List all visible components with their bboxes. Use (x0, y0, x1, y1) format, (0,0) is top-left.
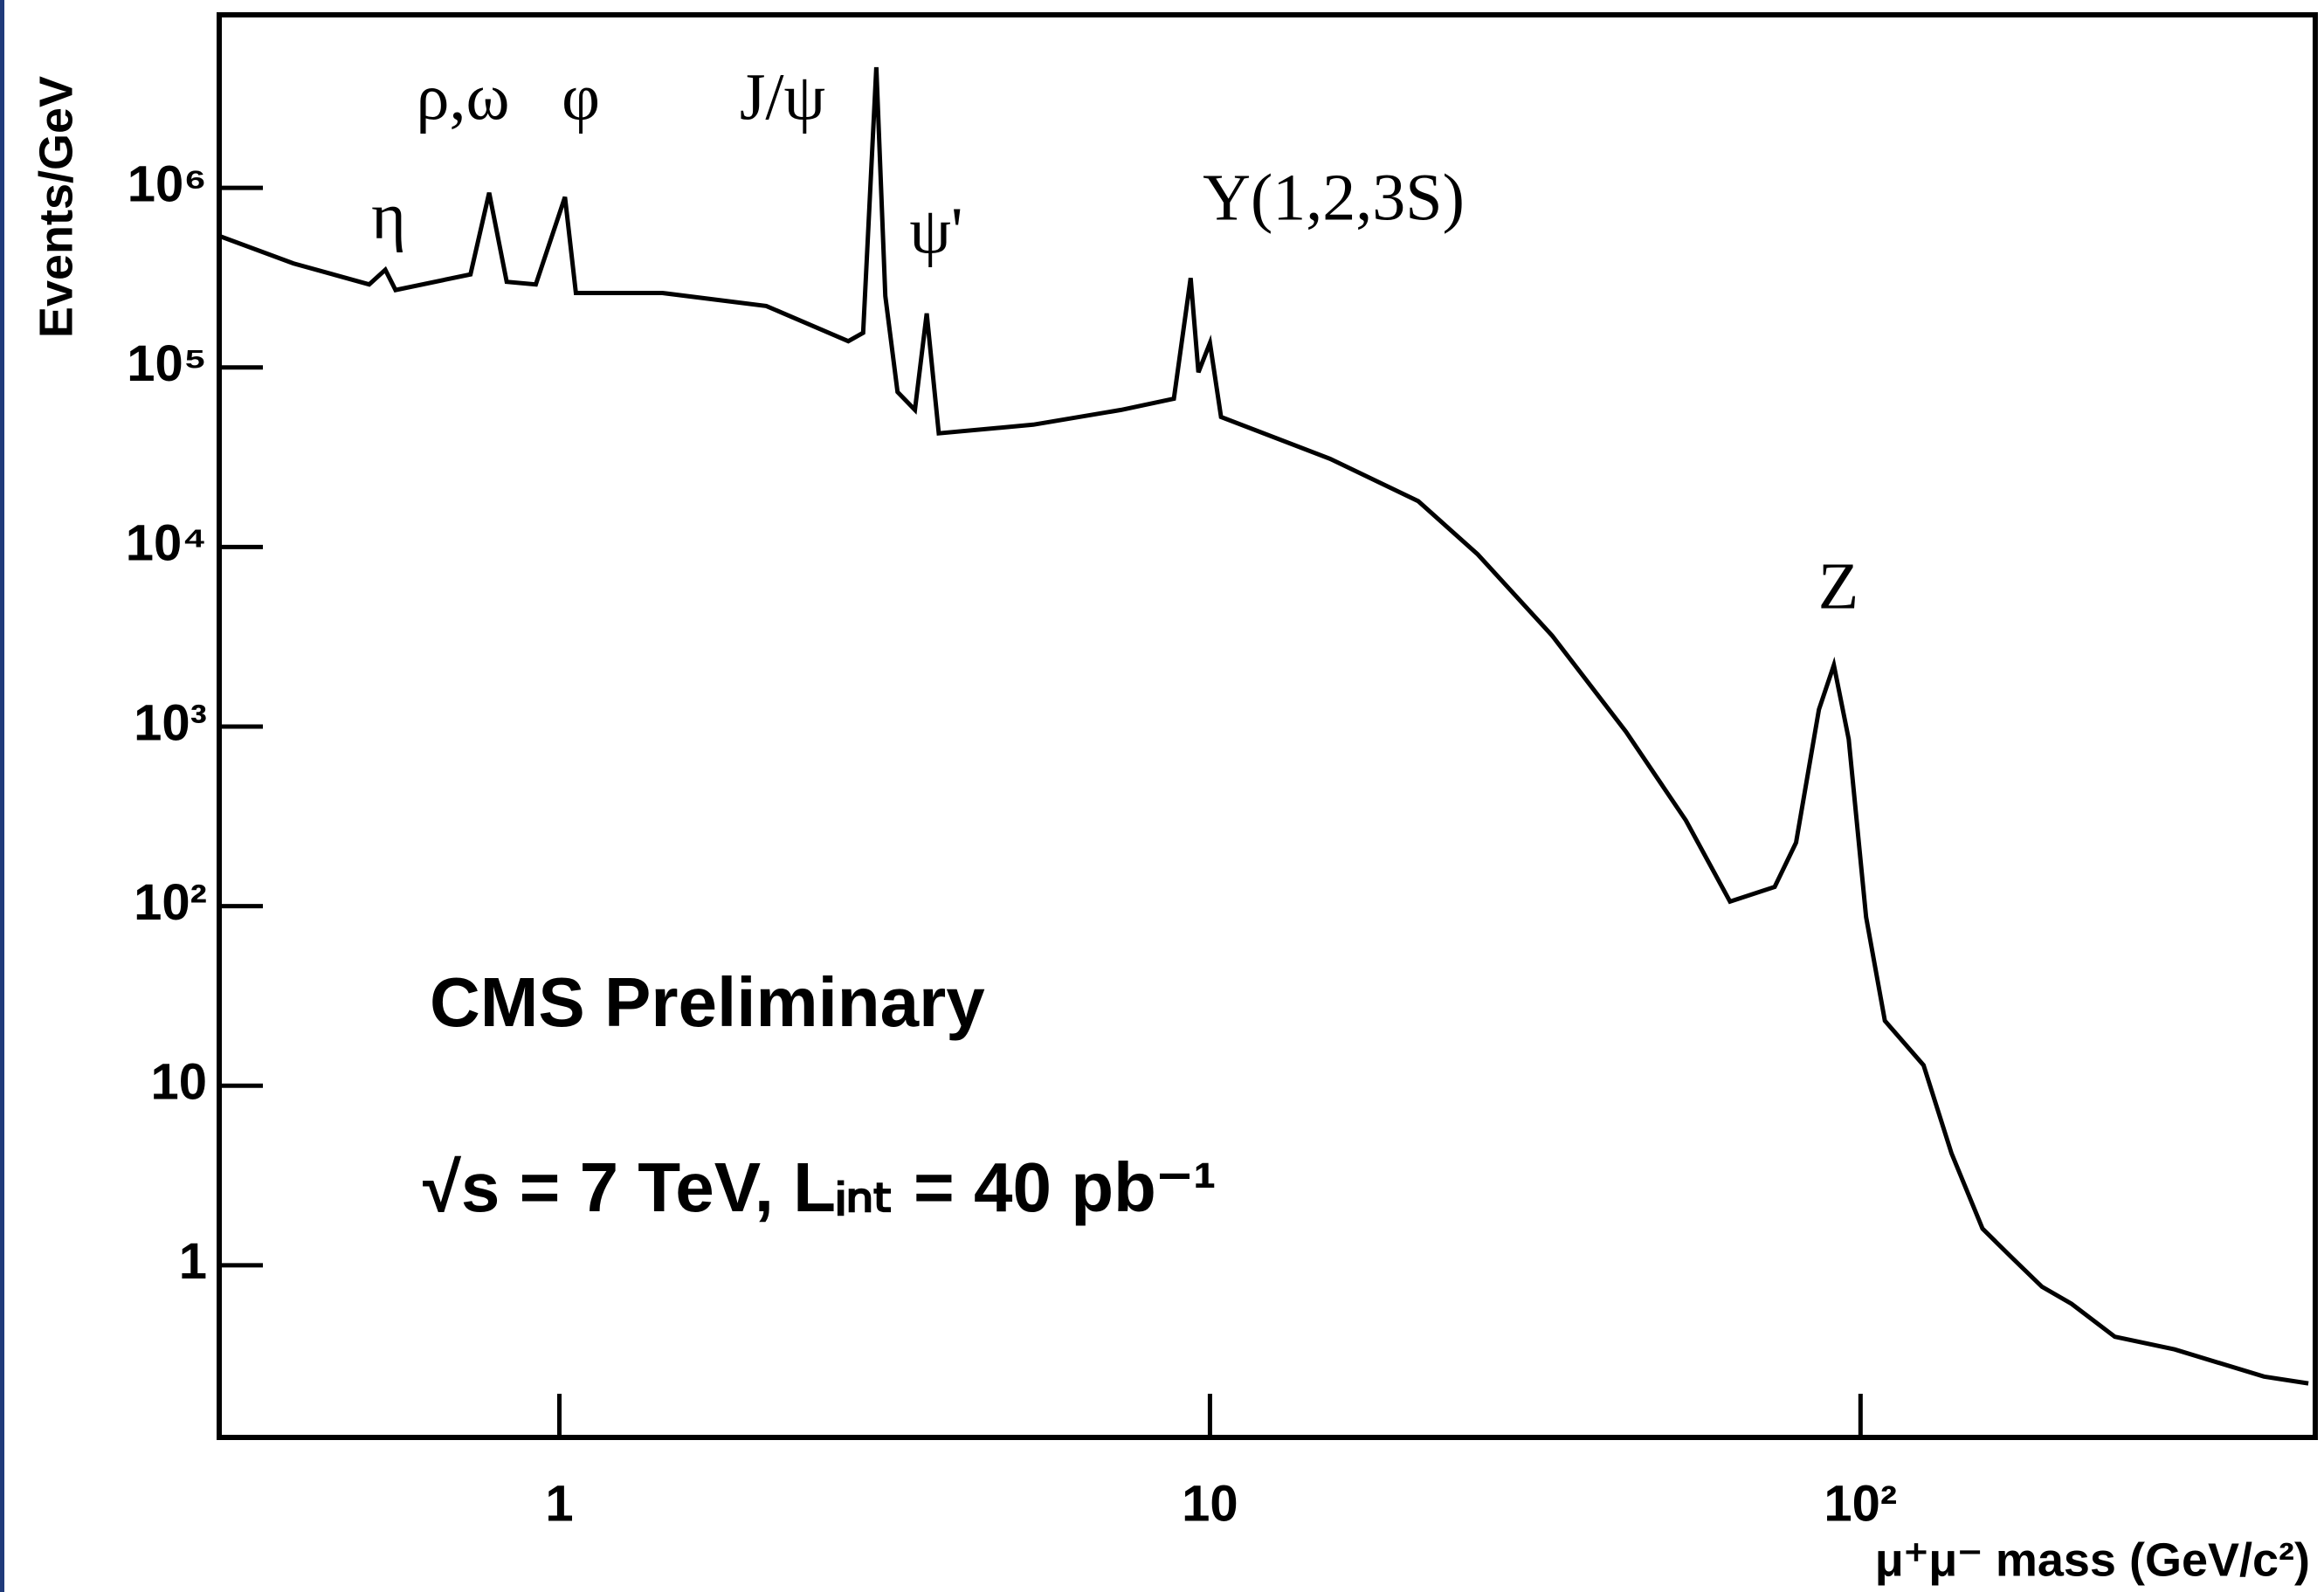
frame-edge (0, 0, 4, 1592)
y-tick-label: 10⁶ (128, 156, 207, 213)
y-tick-label: 10 (150, 1054, 207, 1111)
y-tick-label: 1 (179, 1233, 207, 1290)
y-tick-label: 10³ (134, 694, 207, 751)
annotation: ρ,ω (417, 60, 510, 134)
spectrum-line (218, 66, 2309, 1386)
y-tick-label: 10⁴ (126, 515, 207, 572)
x-tick-label: 1 (545, 1475, 573, 1532)
annotation: Υ(1,2,3S) (1203, 161, 1465, 234)
annotation: J/ψ (740, 60, 825, 134)
annotation: φ (562, 60, 600, 134)
annotation: Z (1818, 549, 1859, 623)
annotation: η (371, 179, 406, 252)
y-tick-label: 10⁵ (127, 335, 207, 392)
x-axis-title: μ⁺μ⁻ mass (GeV/c²) (1875, 1533, 2310, 1586)
x-tick-label: 10 (1182, 1475, 1238, 1532)
y-tick-label: 10² (134, 874, 207, 931)
annotation: √s = 7 TeV, Lᵢₙₜ = 40 pb⁻¹ (423, 1148, 1217, 1226)
y-axis-title: Events/GeV (30, 76, 82, 338)
annotation: ψ' (909, 194, 962, 267)
x-tick-label: 10² (1824, 1475, 1897, 1532)
annotation: CMS Preliminary (430, 963, 985, 1041)
